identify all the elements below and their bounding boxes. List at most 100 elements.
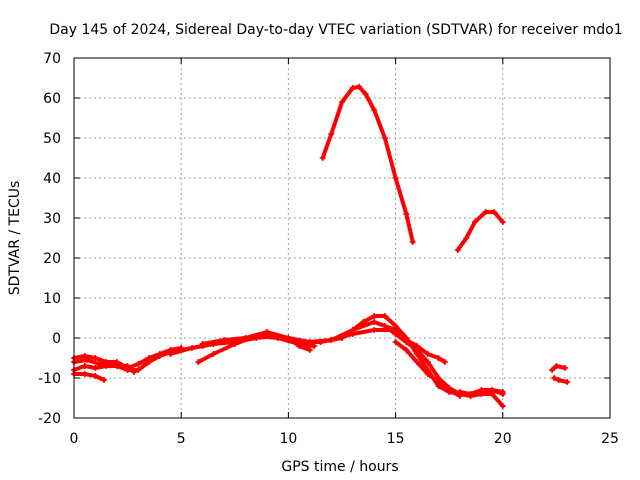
data-point [306, 347, 313, 353]
data-point [414, 343, 421, 349]
data-point [199, 341, 206, 347]
data-point [499, 403, 506, 409]
data-point [403, 347, 410, 353]
data-point [392, 339, 399, 345]
y-tick-label: 50 [43, 131, 61, 147]
data-point [311, 343, 318, 349]
data-point [328, 131, 335, 137]
data-point [441, 359, 448, 365]
data-point [92, 373, 99, 379]
data-point [101, 377, 108, 383]
x-tick-label: 5 [177, 431, 186, 447]
chart-title: Day 145 of 2024, Sidereal Day-to-day VTE… [49, 22, 622, 38]
data-point [403, 337, 410, 343]
data-point [81, 371, 88, 377]
x-axis-ticks: 0 5 10 15 20 25 [70, 58, 619, 447]
data-point [392, 327, 399, 333]
data-point [131, 369, 138, 375]
data-point [135, 367, 142, 373]
y-tick-label: 40 [43, 171, 61, 187]
data-point [81, 363, 88, 369]
data-point [561, 365, 568, 371]
data-point [135, 361, 142, 367]
series-trace-t3 [72, 372, 106, 382]
data-point [156, 353, 163, 359]
y-tick-label: 10 [43, 291, 61, 307]
y-tick-label: 30 [43, 211, 61, 227]
data-point [319, 155, 326, 161]
data-point [263, 329, 270, 335]
data-point [555, 377, 562, 383]
data-point [564, 379, 571, 385]
data-point [349, 85, 356, 91]
y-tick-label: 70 [43, 51, 61, 67]
data-point [489, 391, 496, 397]
y-tick-label: 0 [52, 331, 61, 347]
x-axis-label: GPS time / hours [281, 459, 398, 475]
data-point [92, 355, 99, 361]
data-point [471, 219, 478, 225]
data-point [349, 327, 356, 333]
data-point [381, 313, 388, 319]
data-point [188, 345, 195, 351]
data-point [414, 359, 421, 365]
y-tick-label: -20 [38, 411, 61, 427]
data-point [362, 91, 369, 97]
series-trace-t15 [455, 210, 505, 252]
data-point [371, 107, 378, 113]
data-point [210, 351, 217, 357]
data-point [371, 319, 378, 325]
x-tick-label: 10 [279, 431, 297, 447]
data-point [499, 219, 506, 225]
data-point [371, 313, 378, 319]
data-point [124, 363, 131, 369]
data-point [478, 391, 485, 397]
data-point [435, 379, 442, 385]
data-point [467, 391, 474, 397]
data-point [328, 337, 335, 343]
data-point [221, 337, 228, 343]
data-point [482, 209, 489, 215]
data-point [392, 175, 399, 181]
data-point [463, 235, 470, 241]
y-tick-label: 20 [43, 251, 61, 267]
x-tick-label: 25 [601, 431, 619, 447]
data-point [435, 355, 442, 361]
y-tick-label: -10 [38, 371, 61, 387]
data-point [551, 375, 558, 381]
data-point [403, 211, 410, 217]
data-point [409, 239, 416, 245]
data-point [424, 359, 431, 365]
data-point [306, 339, 313, 345]
data-point [446, 387, 453, 393]
data-point [317, 339, 324, 345]
data-point [371, 327, 378, 333]
data-point [96, 361, 103, 367]
gridlines [74, 58, 610, 418]
data-point [381, 323, 388, 329]
data-point [424, 371, 431, 377]
x-tick-label: 15 [387, 431, 405, 447]
y-axis-label: SDTVAR / TECUs [7, 181, 23, 296]
data-point [553, 363, 560, 369]
data-point [146, 359, 153, 365]
data-point [195, 359, 202, 365]
data-point [499, 391, 506, 397]
data-point [356, 83, 363, 90]
x-tick-label: 0 [70, 431, 79, 447]
data-point [231, 341, 238, 347]
series-trace-t8 [200, 328, 394, 346]
y-axis-ticks: -20 -10 0 10 20 30 40 50 60 70 [38, 51, 610, 427]
x-tick-label: 20 [494, 431, 512, 447]
y-tick-label: 60 [43, 91, 61, 107]
data-point [454, 247, 461, 253]
data-point [339, 99, 345, 105]
data-point [381, 135, 388, 141]
data-point [456, 389, 463, 395]
data-point [83, 357, 90, 363]
data-point [113, 363, 120, 369]
data-point [491, 209, 498, 215]
data-point [167, 351, 174, 357]
